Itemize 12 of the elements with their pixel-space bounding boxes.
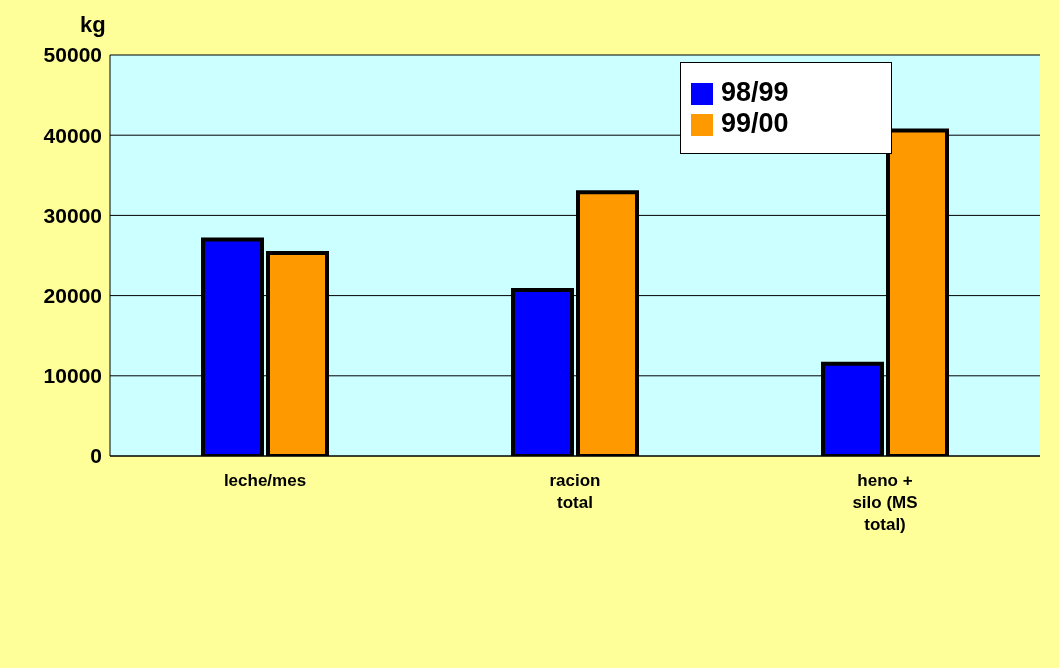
y-tick-label: 0: [90, 444, 102, 468]
y-tick-label: 40000: [43, 123, 102, 147]
y-tick-label: 30000: [43, 203, 102, 227]
y-axis-title: kg: [80, 12, 106, 38]
y-tick-label: 20000: [43, 284, 102, 308]
x-tick-label: leche/mes: [223, 471, 307, 490]
y-tick-label: 10000: [43, 364, 102, 388]
legend-label: 98/99: [721, 77, 789, 107]
y-tick-label: 50000: [43, 43, 102, 67]
legend-label: 99/00: [721, 108, 789, 138]
x-tick-label: heno + silo (MS total): [852, 471, 918, 534]
x-tick-label: racion total: [549, 471, 601, 512]
